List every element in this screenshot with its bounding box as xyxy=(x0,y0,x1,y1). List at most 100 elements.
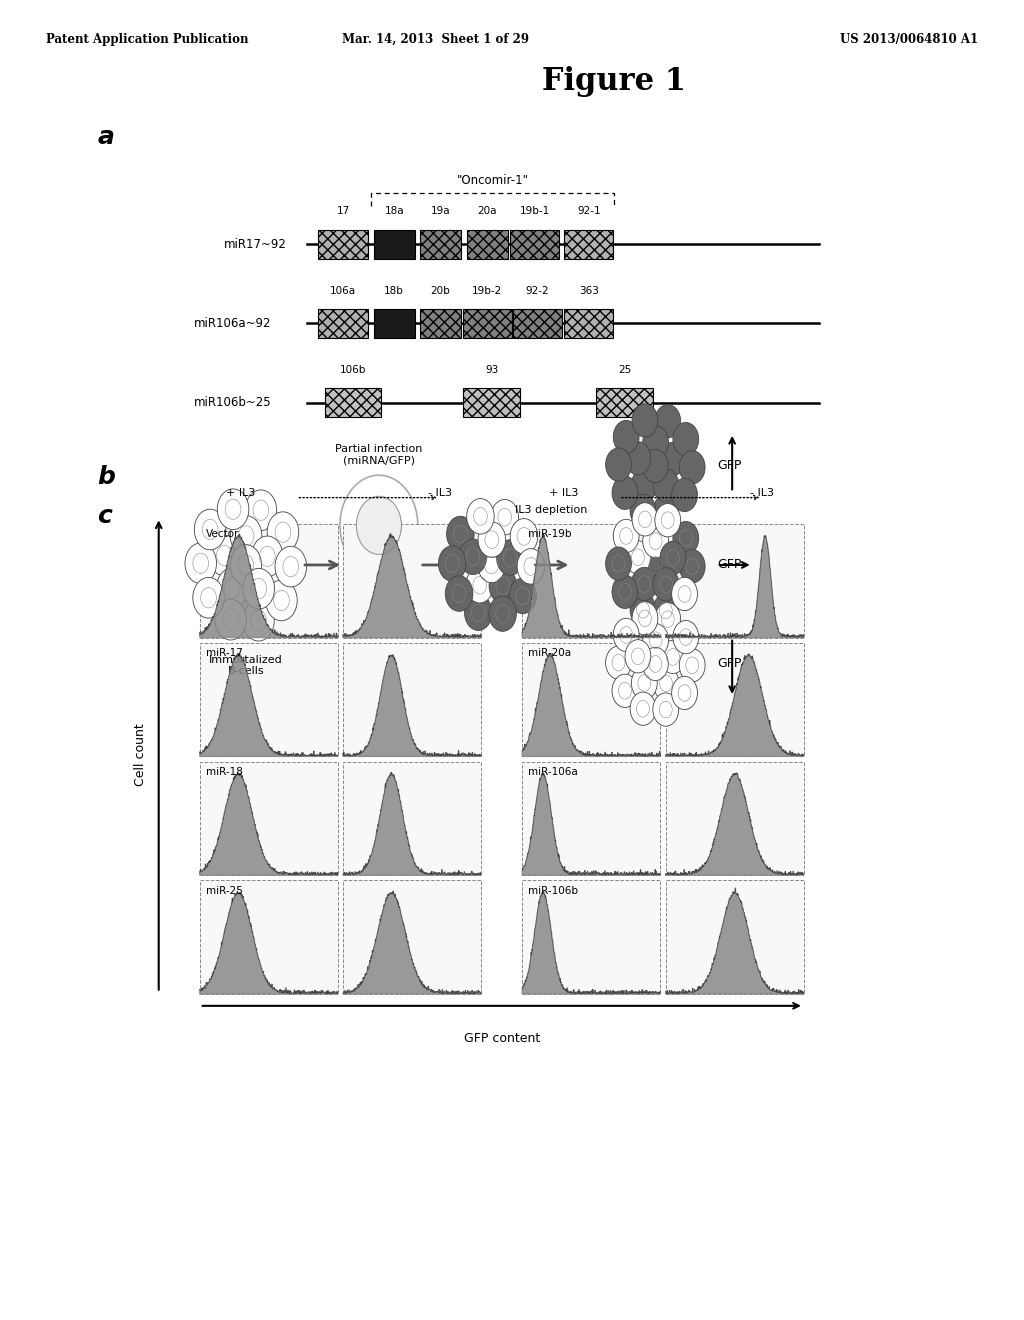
Circle shape xyxy=(632,404,657,437)
Circle shape xyxy=(265,579,297,620)
Text: Vector: Vector xyxy=(206,529,240,540)
Circle shape xyxy=(679,648,706,682)
Text: miR106a~92: miR106a~92 xyxy=(194,317,271,330)
Circle shape xyxy=(467,499,495,535)
Circle shape xyxy=(654,404,681,438)
Text: miR106b~25: miR106b~25 xyxy=(194,396,271,409)
Text: miR17~92: miR17~92 xyxy=(224,238,287,251)
Circle shape xyxy=(672,676,697,710)
Polygon shape xyxy=(522,653,660,756)
Bar xyxy=(596,388,653,417)
Circle shape xyxy=(510,519,538,554)
Text: miR-18: miR-18 xyxy=(206,767,243,777)
Circle shape xyxy=(643,524,669,558)
Text: 17: 17 xyxy=(337,206,349,216)
Text: - IL3: - IL3 xyxy=(428,487,452,498)
Bar xyxy=(374,309,415,338)
Circle shape xyxy=(438,545,466,581)
Circle shape xyxy=(653,594,679,627)
Circle shape xyxy=(672,577,697,611)
Circle shape xyxy=(230,545,261,585)
Circle shape xyxy=(466,568,494,603)
Bar xyxy=(510,230,559,259)
Polygon shape xyxy=(200,772,338,875)
Text: Cell count: Cell count xyxy=(134,723,146,787)
Text: 92-1: 92-1 xyxy=(577,206,601,216)
Circle shape xyxy=(612,576,638,609)
Circle shape xyxy=(632,667,657,700)
Circle shape xyxy=(275,546,306,587)
Text: Patent Application Publication: Patent Application Publication xyxy=(46,33,249,46)
Bar xyxy=(463,309,512,338)
Circle shape xyxy=(630,692,656,726)
Bar xyxy=(200,643,338,756)
Circle shape xyxy=(459,539,486,574)
Bar xyxy=(325,388,381,417)
Text: 92-2: 92-2 xyxy=(525,285,550,296)
Circle shape xyxy=(660,442,686,475)
Circle shape xyxy=(679,450,706,484)
Circle shape xyxy=(625,442,651,475)
Text: 18b: 18b xyxy=(384,285,404,296)
Bar xyxy=(666,643,804,756)
Bar xyxy=(467,230,508,259)
Polygon shape xyxy=(200,891,338,994)
Text: miR-19b: miR-19b xyxy=(528,529,571,540)
Text: GFP: GFP xyxy=(717,459,741,473)
Circle shape xyxy=(673,422,698,455)
Circle shape xyxy=(478,548,505,582)
Circle shape xyxy=(612,477,638,510)
Polygon shape xyxy=(343,772,481,875)
Text: miR-20a: miR-20a xyxy=(528,648,571,659)
Circle shape xyxy=(497,540,524,576)
Circle shape xyxy=(215,599,247,640)
Circle shape xyxy=(632,602,657,635)
Circle shape xyxy=(673,620,698,653)
Text: "Oncomir-1": "Oncomir-1" xyxy=(457,174,528,187)
Circle shape xyxy=(509,578,537,614)
Circle shape xyxy=(243,569,274,609)
Circle shape xyxy=(653,667,679,700)
Bar xyxy=(564,230,613,259)
Text: GFP content: GFP content xyxy=(464,1032,540,1045)
Polygon shape xyxy=(200,653,338,756)
Text: miR-106a: miR-106a xyxy=(528,767,579,777)
Circle shape xyxy=(185,543,216,583)
Circle shape xyxy=(654,503,681,537)
Circle shape xyxy=(643,623,669,657)
Circle shape xyxy=(209,536,241,576)
Circle shape xyxy=(653,693,679,726)
Bar xyxy=(374,230,415,259)
Circle shape xyxy=(230,516,262,556)
Circle shape xyxy=(465,595,493,631)
Circle shape xyxy=(643,425,669,459)
Polygon shape xyxy=(666,772,804,875)
Polygon shape xyxy=(666,888,804,994)
Bar xyxy=(318,309,368,338)
Circle shape xyxy=(489,568,517,603)
Circle shape xyxy=(613,618,639,652)
Bar xyxy=(522,880,660,994)
Circle shape xyxy=(642,647,669,681)
Circle shape xyxy=(625,640,651,673)
Text: Figure 1: Figure 1 xyxy=(543,66,686,96)
Circle shape xyxy=(478,521,506,557)
Text: Mar. 14, 2013  Sheet 1 of 29: Mar. 14, 2013 Sheet 1 of 29 xyxy=(342,33,528,46)
Circle shape xyxy=(660,640,686,673)
Bar xyxy=(522,762,660,875)
Circle shape xyxy=(642,449,669,483)
Bar xyxy=(463,388,519,417)
Text: Partial infection
(miRNA/GFP): Partial infection (miRNA/GFP) xyxy=(335,445,423,466)
Polygon shape xyxy=(343,655,481,756)
Circle shape xyxy=(605,546,632,581)
Circle shape xyxy=(340,475,418,576)
Circle shape xyxy=(630,593,656,627)
Circle shape xyxy=(612,675,638,708)
Text: 19a: 19a xyxy=(430,206,451,216)
Circle shape xyxy=(245,490,276,531)
Polygon shape xyxy=(200,535,338,638)
Circle shape xyxy=(653,495,679,528)
Polygon shape xyxy=(522,891,660,994)
Text: 106b: 106b xyxy=(340,364,367,375)
Circle shape xyxy=(673,521,698,554)
